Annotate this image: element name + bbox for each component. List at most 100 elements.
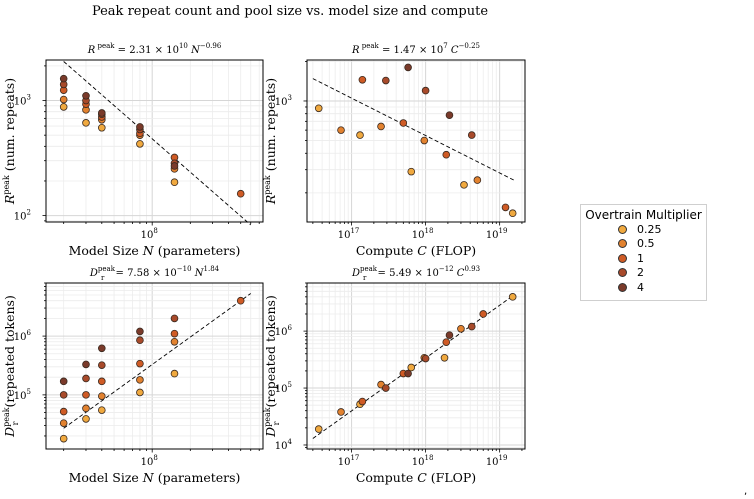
data-point — [358, 397, 367, 406]
data-point — [421, 86, 430, 95]
data-point — [98, 377, 106, 386]
data-point — [314, 425, 323, 433]
data-point — [501, 203, 510, 212]
y-tick-label: 106 — [275, 324, 293, 338]
data-point — [136, 123, 144, 131]
x-tick-label: 108 — [141, 454, 158, 468]
data-point — [445, 111, 454, 119]
legend-label: 1 — [637, 251, 644, 265]
legend-title: Overtrain Multiplier — [585, 208, 702, 222]
y-tick-label: 104 — [275, 438, 293, 452]
legend-label: 4 — [637, 280, 644, 294]
data-point — [59, 407, 68, 416]
data-point — [337, 408, 345, 416]
x-axis-label: Model Size N (parameters) — [69, 470, 241, 485]
data-point — [136, 327, 144, 336]
stray-mark: , — [744, 486, 748, 497]
data-point — [59, 434, 68, 443]
y-axis-label: Rpeak (num. repeats) — [2, 78, 17, 205]
legend-label: 0.5 — [637, 237, 655, 251]
y-tick-label: 106 — [14, 329, 32, 343]
data-point — [136, 388, 144, 397]
data-point — [382, 384, 390, 392]
data-point — [59, 74, 68, 83]
data-point — [59, 419, 68, 427]
data-point — [82, 360, 90, 369]
data-point — [337, 126, 345, 134]
x-tick-label: 1019 — [486, 227, 508, 241]
y-axis-label: Dpeakr (repeated tokens) — [2, 295, 20, 438]
data-point — [170, 162, 179, 170]
data-point — [170, 314, 179, 323]
data-point — [404, 63, 412, 72]
data-point — [473, 176, 482, 184]
legend-label: 0.25 — [637, 222, 662, 236]
legend-item: 2 — [581, 266, 706, 281]
data-point — [136, 359, 144, 368]
data-point — [82, 119, 90, 127]
data-point — [170, 369, 179, 378]
data-point — [420, 136, 429, 145]
panel-title: R peak = 2.31 × 1010 N−0.96 — [87, 42, 222, 56]
data-point — [82, 391, 90, 399]
chart-panel: 1017 1018 1019 104 105 106 Dpeak r = 5.49 × 10−… — [263, 265, 526, 485]
y-tick-label: 103 — [275, 94, 292, 108]
legend-marker — [618, 268, 627, 278]
y-tick-label: 105 — [14, 388, 31, 402]
data-point — [98, 361, 106, 369]
data-point — [399, 119, 408, 127]
data-point — [356, 131, 364, 139]
data-point — [377, 122, 385, 131]
x-tick-label: 1018 — [412, 454, 434, 468]
fit-line — [312, 78, 515, 181]
y-axis-label: Rpeak (num. repeats) — [263, 78, 278, 205]
data-point — [170, 178, 179, 187]
fit-line — [63, 61, 252, 226]
x-tick-label: 108 — [141, 227, 158, 241]
data-point — [314, 104, 323, 113]
data-point — [236, 189, 245, 198]
data-point — [98, 109, 106, 117]
y-tick-label: 102 — [14, 209, 31, 223]
legend-item: 0.5 — [581, 237, 706, 252]
data-point — [508, 209, 517, 218]
data-point — [457, 324, 465, 333]
axes-frame — [306, 282, 526, 450]
data-point — [82, 404, 90, 413]
data-point — [136, 376, 144, 384]
legend-item: 1 — [581, 251, 706, 266]
x-tick-label: 1018 — [412, 227, 434, 241]
axes-frame — [306, 59, 526, 223]
data-point — [82, 415, 90, 423]
data-point — [98, 406, 106, 414]
legend-marker — [618, 253, 627, 263]
data-point — [59, 391, 68, 399]
data-point — [136, 140, 144, 148]
data-point — [59, 377, 68, 386]
data-point — [445, 331, 454, 339]
data-point — [382, 76, 390, 85]
chart-panel: 108 105 106 Dpeak r = 7.58 × 10−10 N1.84 Mode… — [2, 265, 264, 485]
panel-title: Dpeak r = 7.58 × 10−10 N1.84 — [89, 265, 220, 282]
data-point — [98, 344, 106, 353]
legend-marker — [618, 282, 627, 292]
axes-frame — [45, 282, 264, 450]
data-point — [98, 392, 106, 400]
data-point — [407, 167, 416, 176]
data-point — [236, 296, 245, 305]
data-point — [442, 338, 451, 346]
legend-marker — [618, 224, 627, 234]
data-point — [508, 293, 517, 301]
data-point — [136, 336, 144, 345]
data-point — [467, 322, 476, 331]
data-point — [467, 131, 476, 139]
x-tick-label: 1017 — [338, 454, 360, 468]
data-point — [442, 150, 451, 159]
data-point — [98, 123, 106, 132]
data-point — [404, 369, 412, 378]
panel-title: R peak = 1.47 × 107 C−0.25 — [351, 42, 480, 56]
y-tick-label: 105 — [275, 381, 292, 395]
data-point — [421, 354, 430, 363]
data-point — [358, 75, 367, 84]
